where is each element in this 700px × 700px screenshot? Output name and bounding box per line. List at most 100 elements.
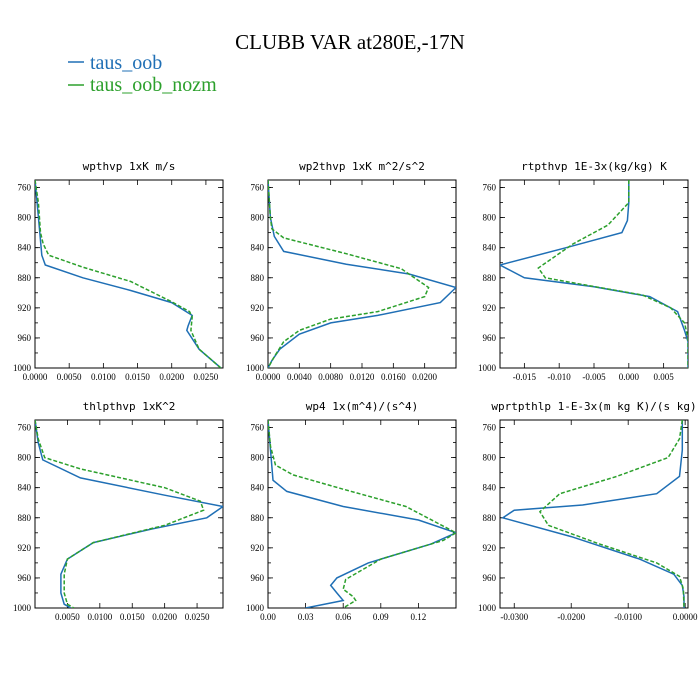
panel-title: rtpthvp 1E-3x(kg/kg) K bbox=[521, 160, 667, 173]
y-tick-label: 960 bbox=[18, 573, 32, 583]
series-line-taus-oob bbox=[268, 420, 456, 608]
legend-label-taus-oob-nozm: taus_oob_nozm bbox=[90, 74, 217, 96]
panel-frame bbox=[499, 179, 689, 369]
y-tick-label: 960 bbox=[18, 333, 32, 343]
y-tick-label: 840 bbox=[18, 243, 32, 253]
series-line-taus-oob bbox=[268, 180, 456, 368]
y-tick-label: 880 bbox=[483, 273, 497, 283]
y-tick-label: 1000 bbox=[246, 363, 265, 373]
y-tick-label: 880 bbox=[18, 273, 32, 283]
y-tick-label: 960 bbox=[251, 573, 265, 583]
panel-1: wpthvp 1xK m/s76080084088092096010000.00… bbox=[13, 160, 224, 382]
y-tick-label: 1000 bbox=[478, 603, 497, 613]
x-tick-label: 0.0000 bbox=[256, 372, 281, 382]
series-line-taus-oob-nozm bbox=[537, 180, 688, 368]
x-tick-label: 0.0200 bbox=[412, 372, 437, 382]
y-tick-label: 920 bbox=[483, 543, 497, 553]
legend-label-taus-oob: taus_oob bbox=[90, 52, 162, 74]
y-tick-label: 920 bbox=[18, 303, 32, 313]
x-tick-label: -0.0200 bbox=[557, 612, 585, 622]
y-tick-label: 760 bbox=[18, 183, 32, 193]
x-tick-label: 0.0050 bbox=[55, 612, 80, 622]
y-tick-label: 960 bbox=[483, 333, 497, 343]
y-tick-label: 1000 bbox=[13, 363, 32, 373]
x-tick-label: 0.0250 bbox=[194, 372, 219, 382]
y-tick-label: 760 bbox=[483, 183, 497, 193]
y-tick-label: 920 bbox=[251, 303, 265, 313]
x-tick-label: -0.015 bbox=[513, 372, 537, 382]
panel-title: wp4 1x(m^4)/(s^4) bbox=[306, 400, 419, 413]
panels-container: wpthvp 1xK m/s76080084088092096010000.00… bbox=[13, 160, 698, 622]
series-line-taus-oob bbox=[501, 420, 685, 608]
x-tick-label: 0.0200 bbox=[152, 612, 177, 622]
y-tick-label: 800 bbox=[251, 453, 265, 463]
y-tick-label: 960 bbox=[251, 333, 265, 343]
x-tick-label: -0.0100 bbox=[614, 612, 642, 622]
x-tick-label: 0.09 bbox=[373, 612, 389, 622]
y-tick-label: 1000 bbox=[246, 603, 265, 613]
y-tick-label: 800 bbox=[483, 213, 497, 223]
y-tick-label: 880 bbox=[251, 273, 265, 283]
y-tick-label: 1000 bbox=[478, 363, 497, 373]
x-tick-label: 0.000 bbox=[619, 372, 640, 382]
panel-title: wp2thvp 1xK m^2/s^2 bbox=[299, 160, 425, 173]
y-tick-label: 840 bbox=[483, 243, 497, 253]
x-tick-label: 0.005 bbox=[654, 372, 675, 382]
panel-title: thlpthvp 1xK^2 bbox=[83, 400, 176, 413]
y-tick-label: 800 bbox=[483, 453, 497, 463]
x-tick-label: -0.0300 bbox=[500, 612, 528, 622]
series-line-taus-oob-nozm bbox=[35, 180, 222, 368]
panel-frame bbox=[267, 419, 457, 609]
x-tick-label: 0.0250 bbox=[185, 612, 210, 622]
y-tick-label: 760 bbox=[251, 183, 265, 193]
y-tick-label: 840 bbox=[483, 483, 497, 493]
series-line-taus-oob-nozm bbox=[268, 180, 430, 368]
panel-3: rtpthvp 1E-3x(kg/kg) K 760 800 840 880 920 960… bbox=[478, 160, 689, 382]
x-tick-label: 0.0100 bbox=[91, 372, 116, 382]
y-tick-label: 1000 bbox=[13, 603, 32, 613]
series-line-taus-oob bbox=[500, 180, 688, 368]
series-line-taus-oob-nozm bbox=[35, 420, 205, 608]
panel-frame bbox=[34, 179, 224, 369]
x-tick-label: 0.0200 bbox=[159, 372, 184, 382]
x-tick-label: 0.0150 bbox=[120, 612, 145, 622]
y-tick-label: 920 bbox=[251, 543, 265, 553]
y-tick-label: 920 bbox=[18, 543, 32, 553]
series-line-taus-oob bbox=[35, 180, 222, 368]
x-tick-label: -0.005 bbox=[582, 372, 606, 382]
x-tick-label: 0.00 bbox=[260, 612, 276, 622]
y-tick-label: 960 bbox=[483, 573, 497, 583]
x-tick-label: 0.0080 bbox=[318, 372, 343, 382]
x-tick-label: 0.12 bbox=[411, 612, 427, 622]
x-tick-label: -0.010 bbox=[548, 372, 572, 382]
figure-title: CLUBB VAR at280E,-17N bbox=[235, 30, 465, 54]
y-tick-label: 840 bbox=[251, 243, 265, 253]
y-tick-label: 920 bbox=[483, 303, 497, 313]
y-tick-label: 880 bbox=[18, 513, 32, 523]
series-line-taus-oob bbox=[35, 420, 223, 608]
y-tick-label: 760 bbox=[18, 423, 32, 433]
y-tick-label: 760 bbox=[483, 423, 497, 433]
panel-title: wprtpthlp 1-E-3x(m kg K)/(s kg) bbox=[491, 400, 696, 413]
y-tick-label: 800 bbox=[251, 213, 265, 223]
x-tick-label: 0.0000 bbox=[673, 612, 698, 622]
y-tick-label: 880 bbox=[483, 513, 497, 523]
x-tick-label: 0.0120 bbox=[350, 372, 375, 382]
series-line-taus-oob-nozm bbox=[538, 420, 685, 608]
y-tick-label: 760 bbox=[251, 423, 265, 433]
panel-4: thlpthvp 1xK^2 760 800 840 880 920 960 1000 0.00… bbox=[13, 400, 224, 622]
y-tick-label: 880 bbox=[251, 513, 265, 523]
x-tick-label: 0.06 bbox=[335, 612, 351, 622]
panel-5: wp4 1x(m^4)/(s^4)76080084088092096010000… bbox=[246, 400, 457, 622]
panel-title: wpthvp 1xK m/s bbox=[83, 160, 176, 173]
x-tick-label: 0.0100 bbox=[87, 612, 112, 622]
series-line-taus-oob-nozm bbox=[268, 420, 456, 608]
panel-frame bbox=[499, 419, 689, 609]
x-tick-label: 0.0040 bbox=[287, 372, 312, 382]
panel-frame bbox=[34, 419, 224, 609]
x-tick-label: 0.0150 bbox=[125, 372, 150, 382]
panel-frame bbox=[267, 179, 457, 369]
x-tick-label: 0.0160 bbox=[381, 372, 406, 382]
y-tick-label: 800 bbox=[18, 453, 32, 463]
